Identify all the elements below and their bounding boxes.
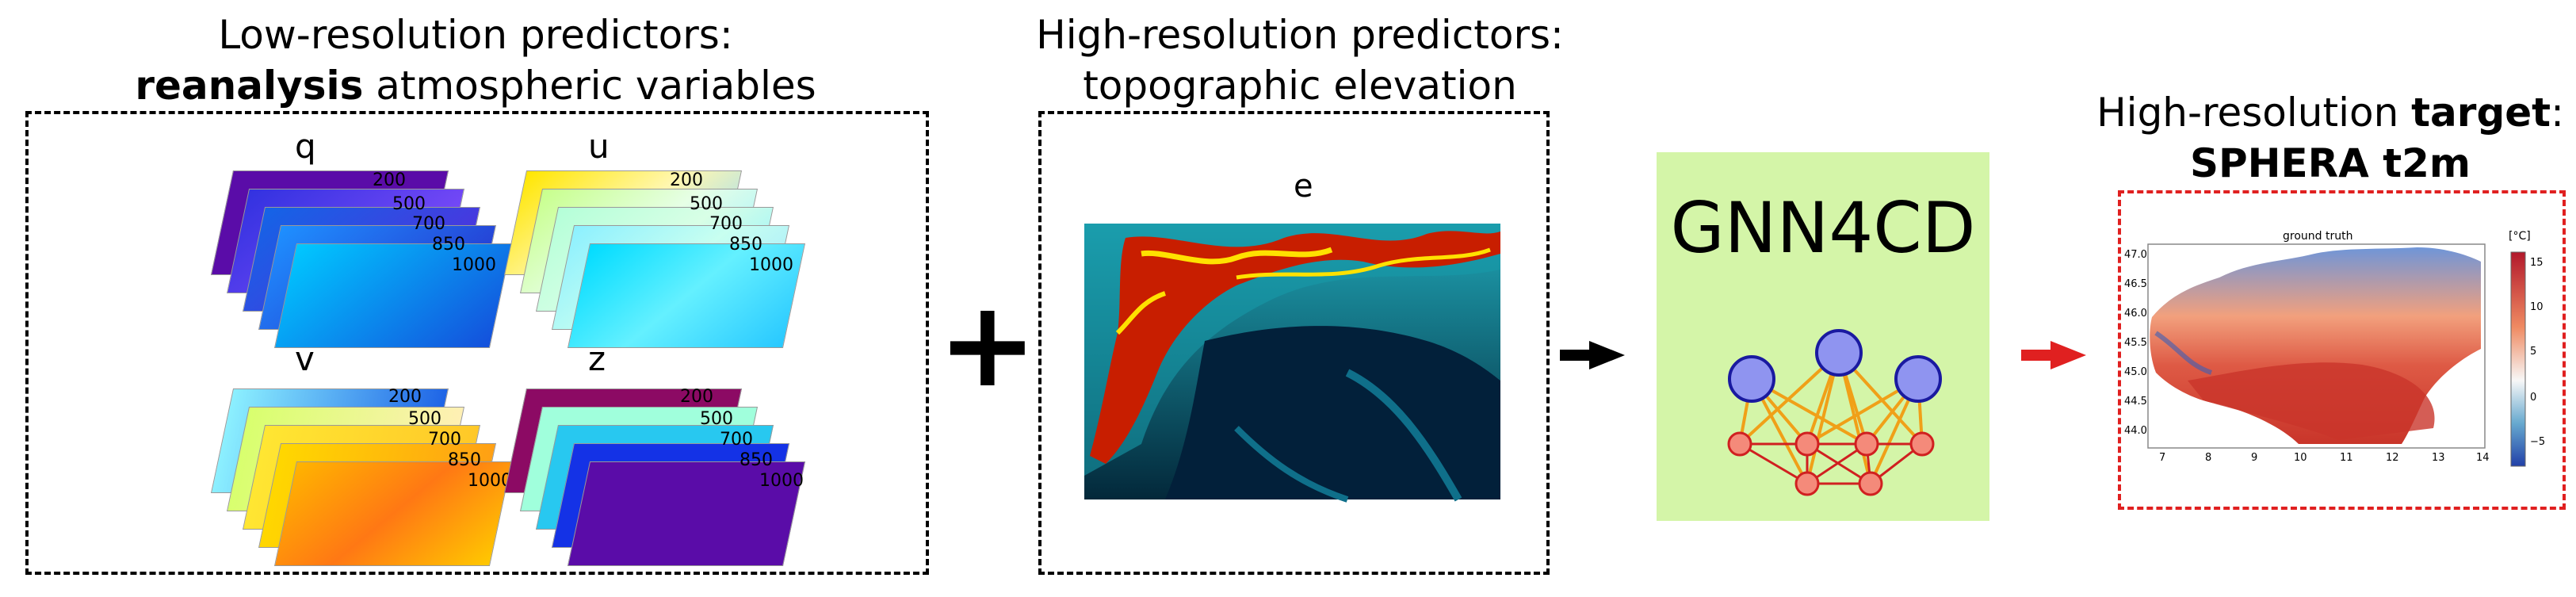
high-res-heading-line2: topographic elevation — [1083, 63, 1517, 109]
graph-node-low-1 — [1727, 431, 1752, 457]
low-res-heading-line2: reanalysis atmospheric variables — [24, 60, 927, 111]
z-level-850: 850 — [740, 450, 773, 470]
target-pre: High-resolution — [2096, 90, 2412, 136]
lat-tick: 45.0 — [2124, 366, 2147, 378]
lon-tick: 7 — [2159, 452, 2166, 464]
target-map — [2147, 243, 2526, 467]
u-level-700: 700 — [709, 214, 743, 234]
low-res-heading: Low-resolution predictors: reanalysis at… — [24, 10, 927, 111]
high-res-box — [1038, 111, 1550, 575]
q-level-1000: 1000 — [452, 255, 496, 275]
lon-tick: 14 — [2476, 452, 2490, 464]
lat-tick: 46.5 — [2124, 278, 2147, 290]
lon-tick: 13 — [2432, 452, 2445, 464]
colorbar-tick: 10 — [2530, 301, 2544, 313]
colorbar-tick: 0 — [2530, 392, 2537, 404]
lon-tick: 9 — [2251, 452, 2258, 464]
graph-node-low-3 — [1854, 431, 1879, 457]
gnn4cd-label: GNN4CD — [1670, 187, 1976, 269]
high-res-heading-line1: High-resolution predictors: — [1036, 12, 1564, 58]
lat-tick: 44.0 — [2124, 425, 2147, 437]
graph-node-low-5 — [1794, 471, 1820, 496]
lon-tick: 10 — [2294, 452, 2307, 464]
q-level-500: 500 — [392, 194, 426, 214]
colorbar-tick: 15 — [2530, 257, 2544, 269]
low-res-box — [25, 111, 929, 575]
v-level-700: 700 — [428, 430, 461, 450]
u-level-200: 200 — [670, 170, 703, 190]
graph-network — [1727, 329, 1942, 496]
colorbar-tick: 5 — [2530, 346, 2537, 358]
low-res-heading-line1: Low-resolution predictors: — [218, 12, 733, 58]
z-level-700: 700 — [720, 430, 753, 450]
graph-node-low-6 — [1858, 471, 1883, 496]
graph-node-low-2 — [1794, 431, 1820, 457]
target-heading-line2: SPHERA t2m — [2093, 138, 2568, 189]
z-level-200: 200 — [680, 387, 713, 407]
map-unit: [°C] — [2509, 230, 2531, 243]
target-box — [2118, 190, 2566, 510]
q-level-850: 850 — [432, 235, 465, 254]
lat-tick: 45.5 — [2124, 337, 2147, 349]
lat-tick: 46.0 — [2124, 308, 2147, 320]
target-bold: target — [2411, 90, 2551, 136]
elevation-label: e — [1294, 168, 1313, 205]
v-level-500: 500 — [408, 409, 441, 429]
var-label-u: u — [588, 127, 610, 166]
lat-tick: 44.5 — [2124, 396, 2147, 408]
plus-sign: + — [938, 276, 1038, 414]
u-level-1000: 1000 — [749, 255, 793, 275]
target-heading: High-resolution target: SPHERA t2m — [2093, 87, 2568, 189]
elevation-map — [1084, 224, 1500, 503]
map-title: ground truth — [2283, 230, 2353, 243]
target-post: : — [2551, 90, 2564, 136]
colorbar-tick: −5 — [2530, 436, 2546, 448]
u-level-850: 850 — [729, 235, 762, 254]
graph-node-high-1 — [1728, 355, 1775, 403]
lon-tick: 12 — [2386, 452, 2399, 464]
black-arrow — [1560, 341, 1625, 369]
graph-node-high-2 — [1815, 329, 1863, 377]
graph-node-low-4 — [1909, 431, 1935, 457]
v-level-200: 200 — [388, 387, 422, 407]
q-level-200: 200 — [373, 170, 406, 190]
lon-tick: 8 — [2205, 452, 2212, 464]
red-arrow — [2021, 341, 2086, 369]
high-res-heading: High-resolution predictors: topographic … — [1030, 10, 1569, 111]
lat-tick: 47.0 — [2124, 249, 2147, 261]
low-res-heading-rest: atmospheric variables — [363, 63, 816, 109]
sphera-t2m: SPHERA t2m — [2189, 140, 2471, 186]
q-level-700: 700 — [412, 214, 445, 234]
var-label-q: q — [295, 127, 316, 166]
u-level-500: 500 — [690, 194, 723, 214]
z-level-500: 500 — [700, 409, 733, 429]
lon-tick: 11 — [2340, 452, 2353, 464]
graph-node-high-3 — [1894, 355, 1942, 403]
target-heading-line1: High-resolution target: — [2093, 87, 2568, 138]
v-level-850: 850 — [448, 450, 481, 470]
z-level-1000: 1000 — [759, 471, 804, 491]
reanalysis-bold: reanalysis — [135, 63, 364, 109]
var-label-z: z — [588, 339, 606, 378]
